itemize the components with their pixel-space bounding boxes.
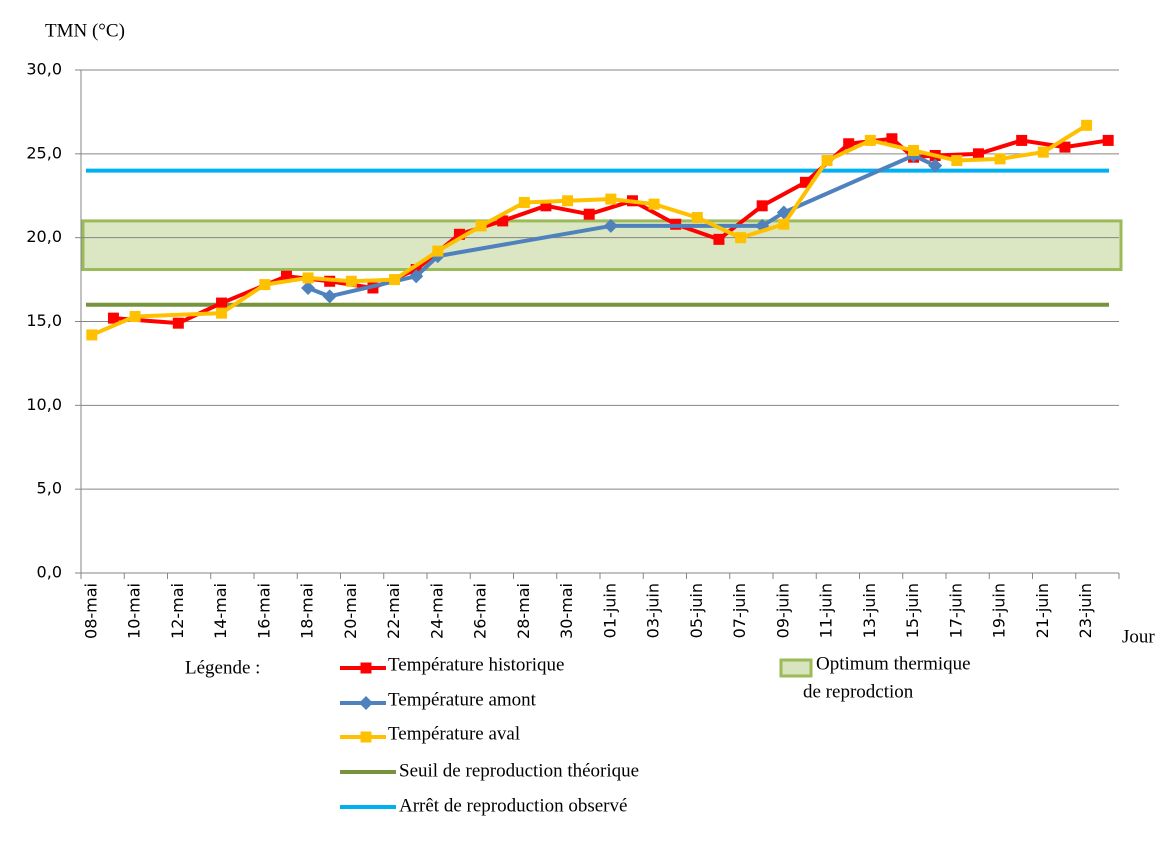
data-point — [216, 307, 228, 319]
x-tick-label: 14-mai — [211, 583, 230, 639]
data-point — [648, 198, 660, 210]
data-point — [302, 272, 314, 284]
data-point — [843, 138, 855, 150]
legend-label: Température amont — [388, 689, 537, 710]
y-tick-label: 0,0 — [37, 563, 62, 582]
x-tick-label: 17-juin — [946, 583, 965, 638]
data-point — [1059, 141, 1071, 153]
data-point — [756, 200, 768, 212]
data-point — [518, 196, 530, 208]
legend-marker — [360, 662, 372, 674]
x-tick-label: 28-mai — [514, 583, 533, 639]
y-tick-label: 20,0 — [26, 227, 62, 246]
data-point — [129, 310, 141, 322]
data-point — [583, 208, 595, 220]
legend-label: Seuil de reproduction théorique — [399, 760, 639, 781]
data-point — [603, 218, 618, 233]
legend-label: Température historique — [388, 654, 564, 675]
data-point — [475, 220, 487, 232]
x-tick-label: 09-juin — [773, 583, 792, 638]
data-point — [972, 148, 984, 160]
data-point — [216, 297, 228, 309]
legend-marker — [360, 731, 372, 743]
y-tick-label: 30,0 — [26, 60, 62, 79]
x-tick-label: 15-juin — [903, 583, 922, 638]
data-point — [951, 155, 963, 167]
x-tick-label: 13-juin — [860, 583, 879, 638]
y-tick-label: 5,0 — [37, 479, 62, 498]
data-point — [389, 274, 401, 286]
data-point — [86, 329, 98, 341]
x-tick-label: 11-juin — [817, 583, 836, 638]
data-point — [172, 317, 184, 329]
legend-label: Arrêt de reproduction observé — [399, 795, 627, 816]
data-point — [432, 245, 444, 257]
x-tick-label: 23-juin — [1076, 583, 1095, 638]
data-point — [713, 233, 725, 245]
x-tick-label: 03-juin — [644, 583, 663, 638]
data-point — [821, 155, 833, 167]
y-tick-label: 15,0 — [26, 311, 62, 330]
y-tick-label: 10,0 — [26, 395, 62, 414]
data-point — [322, 289, 337, 304]
data-point — [259, 279, 271, 291]
x-tick-label: 22-mai — [384, 583, 403, 639]
data-point — [280, 270, 292, 282]
x-tick-label: 08-mai — [81, 583, 100, 639]
x-tick-label: 01-juin — [600, 583, 619, 638]
x-tick-label: 20-mai — [341, 583, 360, 639]
data-point — [735, 232, 747, 244]
data-point — [497, 215, 509, 227]
x-tick-label: 18-mai — [298, 583, 317, 639]
legend-title: Légende : — [185, 657, 260, 678]
chart-title: TMN (°C) — [45, 20, 125, 41]
x-tick-label: 26-mai — [471, 583, 490, 639]
data-point — [453, 228, 465, 240]
data-point — [799, 176, 811, 188]
x-tick-label: 16-mai — [254, 583, 273, 639]
data-point — [691, 212, 703, 224]
x-tick-label: 07-juin — [730, 583, 749, 638]
x-tick-label: 21-juin — [1033, 583, 1052, 638]
x-tick-label: 24-mai — [427, 583, 446, 639]
data-point — [864, 134, 876, 146]
data-point — [908, 144, 920, 156]
x-tick-label: 05-juin — [687, 583, 706, 638]
data-point — [1081, 119, 1093, 131]
data-point — [107, 312, 119, 324]
legend-label: de reprodction — [803, 681, 914, 702]
data-point — [1016, 134, 1028, 146]
legend-label: Optimum thermique — [816, 653, 971, 674]
data-point — [562, 195, 574, 207]
x-tick-label: 12-mai — [168, 583, 187, 639]
data-point — [886, 133, 898, 145]
x-tick-label: 10-mai — [125, 583, 144, 639]
legend-swatch — [779, 658, 813, 678]
x-tick-label: 30-mai — [557, 583, 576, 639]
legend-marker — [359, 696, 373, 710]
data-point — [928, 158, 943, 173]
data-point — [994, 153, 1006, 165]
x-axis-label: Jour — [1122, 626, 1155, 647]
legend-label: Température aval — [388, 723, 520, 744]
data-point — [605, 193, 617, 205]
data-point — [1037, 146, 1049, 158]
y-tick-label: 25,0 — [26, 143, 62, 162]
data-point — [540, 200, 552, 212]
data-point — [409, 269, 424, 284]
data-point — [778, 218, 790, 230]
data-point — [345, 275, 357, 287]
x-tick-label: 19-juin — [990, 583, 1009, 638]
data-point — [301, 280, 316, 295]
data-point — [1102, 134, 1114, 146]
